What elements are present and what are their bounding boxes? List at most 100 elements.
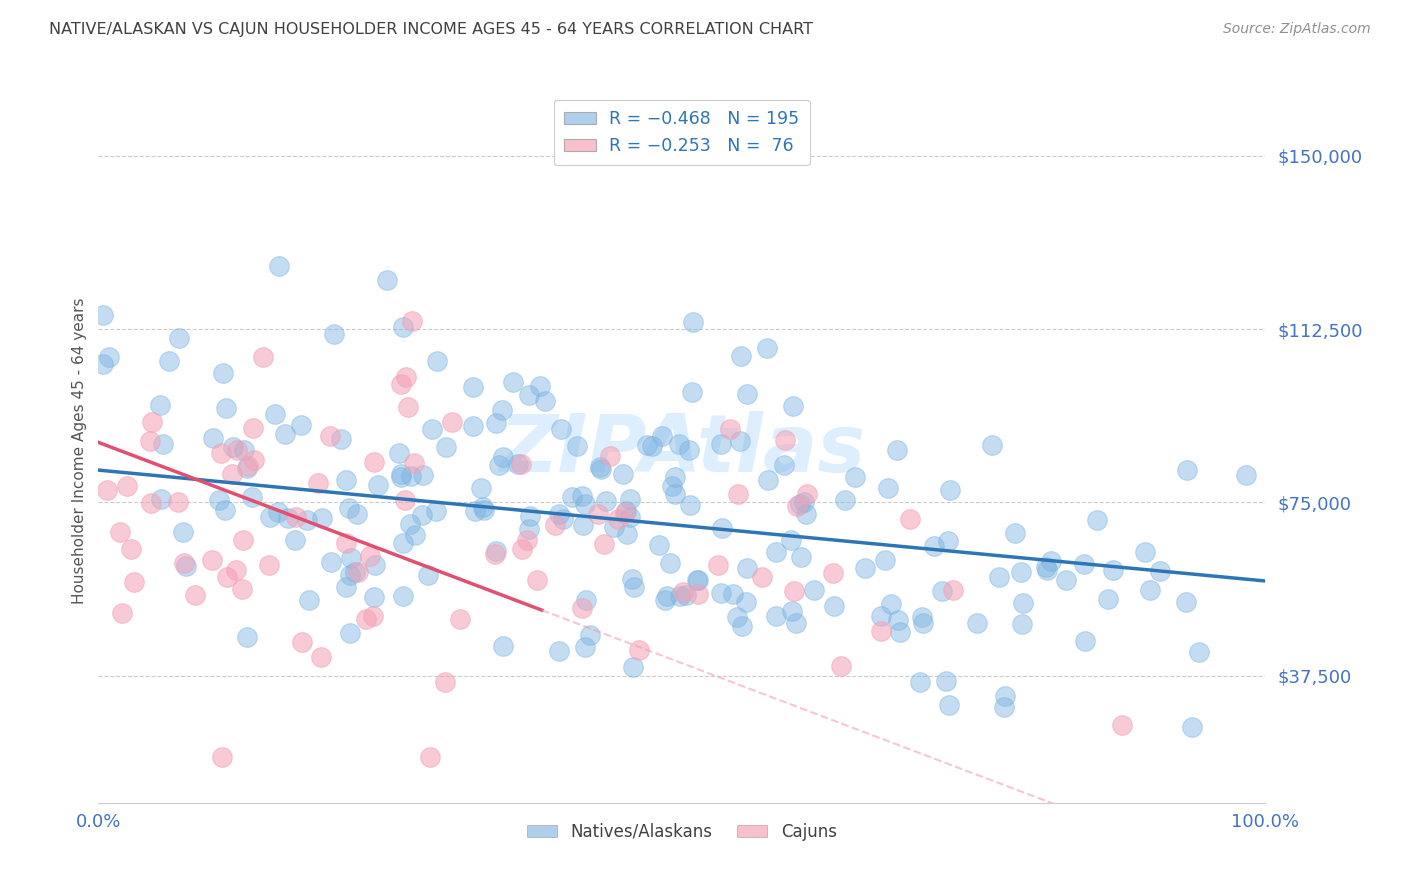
Point (91, 309, 114, 323)
Point (510, 541, 533, 556)
Point (412, 468, 434, 483)
Point (654, 593, 676, 607)
Point (363, 455, 385, 469)
Point (243, 453, 266, 467)
Point (335, 580, 357, 594)
Point (319, 555, 342, 569)
Point (935, 673, 957, 688)
Point (619, 510, 641, 524)
Point (731, 619, 754, 633)
Point (308, 476, 330, 491)
Point (111, 606, 134, 620)
Point (620, 572, 643, 586)
Point (686, 587, 709, 601)
Point (735, 387, 758, 401)
Point (586, 507, 609, 521)
Point (765, 545, 787, 559)
Point (225, 563, 247, 577)
Point (939, 483, 962, 497)
Point (389, 376, 412, 391)
Point (681, 384, 703, 399)
Point (616, 527, 638, 541)
Point (936, 534, 959, 549)
Point (571, 489, 593, 503)
Point (623, 580, 645, 594)
Point (793, 495, 815, 509)
Point (579, 628, 602, 642)
Point (323, 326, 346, 341)
Point (640, 439, 662, 453)
Point (966, 616, 988, 631)
Point (295, 513, 318, 527)
Point (1035, 563, 1057, 577)
Point (122, 575, 145, 590)
Point (595, 494, 617, 508)
Point (785, 615, 807, 630)
Point (492, 450, 515, 464)
Point (834, 492, 856, 507)
Point (756, 341, 779, 355)
Point (367, 478, 389, 492)
Point (574, 640, 596, 654)
Point (571, 601, 593, 615)
Point (981, 438, 1004, 452)
Text: NATIVE/ALASKAN VS CAJUN HOUSEHOLDER INCOME AGES 45 - 64 YEARS CORRELATION CHART: NATIVE/ALASKAN VS CAJUN HOUSEHOLDER INCO… (49, 22, 813, 37)
Point (875, 553, 897, 567)
Point (1074, 634, 1097, 648)
Point (782, 399, 804, 413)
Point (648, 538, 671, 552)
Point (599, 450, 621, 464)
Point (259, 509, 281, 524)
Point (908, 674, 931, 689)
Point (589, 462, 612, 476)
Point (221, 467, 243, 482)
Point (589, 460, 612, 475)
Point (1188, 645, 1211, 659)
Point (517, 521, 540, 535)
Point (727, 487, 749, 501)
Point (395, 369, 418, 384)
Point (735, 595, 758, 609)
Point (786, 499, 808, 513)
Point (231, 582, 253, 597)
Point (628, 643, 651, 657)
Point (780, 533, 803, 547)
Point (911, 615, 934, 630)
Point (679, 498, 702, 512)
Point (235, 461, 257, 475)
Point (710, 586, 733, 600)
Point (988, 569, 1011, 583)
Point (844, 469, 866, 483)
Point (411, 508, 433, 522)
Point (347, 565, 370, 579)
Point (669, 590, 692, 604)
Point (222, 440, 245, 454)
Point (96, 483, 118, 497)
Point (1040, 554, 1063, 568)
Point (550, 422, 572, 436)
Point (1097, 592, 1119, 607)
Point (484, 547, 506, 561)
Point (718, 422, 741, 436)
Point (561, 490, 583, 504)
Point (474, 503, 496, 517)
Point (138, 434, 160, 448)
Point (1011, 616, 1033, 631)
Point (603, 520, 626, 534)
Point (215, 401, 238, 415)
Point (284, 510, 307, 524)
Point (470, 481, 492, 495)
Point (1087, 512, 1109, 526)
Point (416, 568, 439, 582)
Point (420, 422, 443, 436)
Point (574, 498, 596, 512)
Point (721, 587, 744, 601)
Point (671, 585, 693, 599)
Point (612, 467, 634, 481)
Text: Source: ZipAtlas.com: Source: ZipAtlas.com (1223, 22, 1371, 37)
Point (678, 443, 700, 458)
Point (242, 421, 264, 435)
Point (441, 415, 464, 429)
Point (375, 273, 398, 287)
Point (614, 504, 637, 518)
